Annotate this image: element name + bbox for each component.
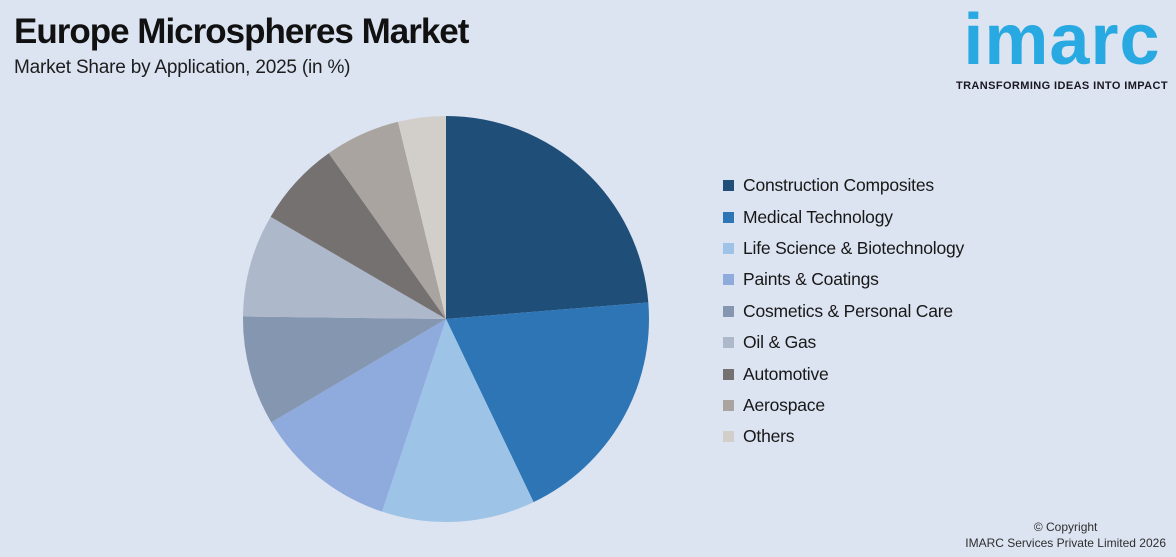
- pie-slice-medical-technology: [446, 302, 649, 503]
- legend-swatch: [723, 211, 734, 223]
- legend-swatch: [723, 180, 734, 192]
- copyright-line2: IMARC Services Private Limited 2026: [965, 536, 1166, 550]
- pie-slice-construction-composites: [446, 116, 649, 319]
- legend-swatch: [723, 274, 734, 286]
- legend-label: Paints & Coatings: [743, 269, 879, 290]
- legend-label: Aerospace: [743, 394, 825, 415]
- legend-item-oil-gas: Oil & Gas: [723, 327, 964, 358]
- pie-slice-others: [397, 116, 446, 319]
- legend-label: Medical Technology: [743, 206, 893, 227]
- legend-item-cosmetics-personal-care: Cosmetics & Personal Care: [723, 296, 964, 327]
- pie-slice-automotive: [270, 153, 446, 319]
- page-title: Europe Microspheres Market: [14, 12, 469, 51]
- page-subtitle: Market Share by Application, 2025 (in %): [14, 57, 351, 79]
- legend-item-paints-coatings: Paints & Coatings: [723, 264, 964, 295]
- header: Europe Microspheres Market Market Share …: [14, 12, 469, 79]
- pie-slice-life-science-biotechnology: [382, 319, 534, 523]
- legend-swatch: [723, 431, 734, 443]
- legend-item-life-science-biotechnology: Life Science & Biotechnology: [723, 233, 964, 264]
- imarc-logo-tagline: TRANSFORMING IDEAS INTO IMPACT: [955, 79, 1168, 92]
- legend-label: Life Science & Biotechnology: [743, 237, 965, 258]
- legend-label: Others: [743, 426, 795, 447]
- copyright: © Copyright IMARC Services Private Limit…: [965, 519, 1166, 551]
- legend: Construction Composites Medical Technolog…: [723, 170, 964, 453]
- legend-label: Oil & Gas: [743, 332, 817, 353]
- legend-label: Automotive: [743, 363, 829, 384]
- legend-swatch: [723, 368, 734, 380]
- copyright-line1: © Copyright: [1033, 520, 1098, 534]
- pie-slice-aerospace: [328, 121, 446, 319]
- legend-item-aerospace: Aerospace: [723, 390, 964, 421]
- legend-label: Construction Composites: [743, 175, 934, 196]
- pie-chart: [243, 116, 649, 523]
- pie-slice-oil-gas: [243, 216, 446, 319]
- legend-swatch: [723, 242, 734, 254]
- imarc-logo-wordmark: imarc: [963, 0, 1161, 80]
- legend-swatch: [723, 399, 734, 411]
- legend-item-construction-composites: Construction Composites: [723, 170, 964, 201]
- legend-swatch: [723, 305, 734, 317]
- pie-slice-cosmetics-personal-care: [243, 316, 446, 423]
- legend-label: Cosmetics & Personal Care: [743, 300, 953, 321]
- pie-chart-svg: [243, 116, 649, 523]
- legend-item-medical-technology: Medical Technology: [723, 201, 964, 232]
- legend-item-others: Others: [723, 421, 964, 452]
- legend-item-automotive: Automotive: [723, 358, 964, 389]
- imarc-logo: imarc TRANSFORMING IDEAS INTO IMPACT: [955, 0, 1168, 92]
- legend-swatch: [723, 337, 734, 349]
- pie-slice-paints-coatings: [271, 319, 446, 512]
